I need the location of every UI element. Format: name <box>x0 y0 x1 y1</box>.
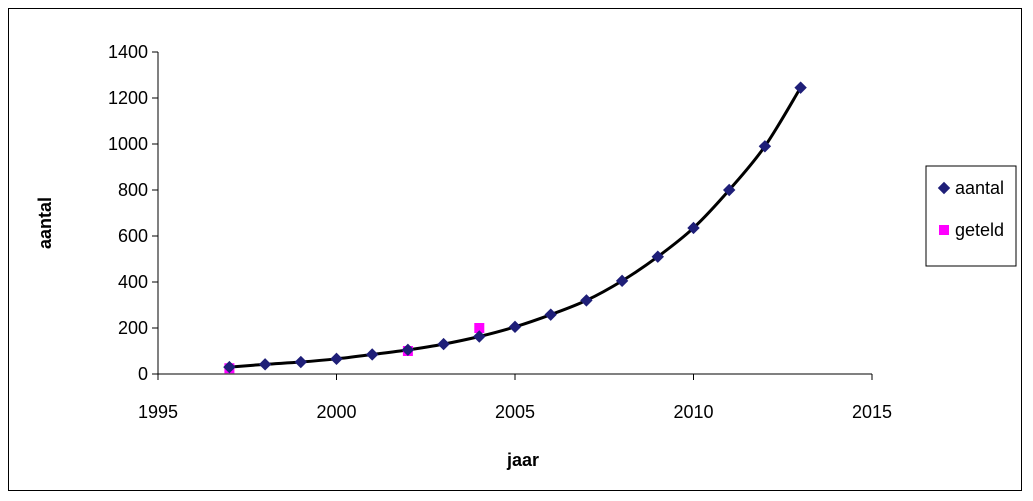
legend-marker-geteld <box>939 225 949 235</box>
plot-area <box>158 52 872 374</box>
legend-label-aantal: aantal <box>955 178 1004 198</box>
data-point-aantal <box>330 352 343 366</box>
x-tick-label: 2010 <box>673 402 713 422</box>
y-tick-label: 400 <box>118 272 148 292</box>
axes <box>152 51 873 380</box>
x-tick-label: 2005 <box>495 402 535 422</box>
legend-items: aantal geteld <box>937 178 1004 240</box>
data-point-aantal <box>794 81 807 94</box>
y-tick-label: 200 <box>118 318 148 338</box>
data-point-aantal <box>508 320 522 334</box>
legend-label-geteld: geteld <box>955 220 1004 240</box>
plot-background <box>158 52 872 374</box>
y-tick-label: 1200 <box>108 88 148 108</box>
data-point-aantal <box>722 183 736 197</box>
data-point-aantal <box>223 360 236 374</box>
data-point-aantal <box>437 337 450 351</box>
y-tick-label: 0 <box>138 364 148 384</box>
data-point-aantal <box>580 294 593 307</box>
y-tick-label: 1000 <box>108 134 148 154</box>
x-tick-label: 1995 <box>138 402 178 422</box>
legend-marker-aantal <box>937 181 951 195</box>
data-point-aantal <box>401 343 415 357</box>
y-tick-label: 600 <box>118 226 148 246</box>
x-tick-label: 2000 <box>316 402 356 422</box>
data-point-aantal <box>758 140 772 153</box>
data-point-aantal <box>294 355 308 369</box>
tick-labels: 0 200 400 600 800 1000 1200 1400 1995 2000 2005 201… <box>108 42 892 422</box>
x-tick-label: 2015 <box>852 402 892 422</box>
data-point-aantal <box>258 358 272 371</box>
data-point-aantal <box>365 348 379 361</box>
data-point-aantal <box>687 221 700 235</box>
y-tick-label: 800 <box>118 180 148 200</box>
x-axis-title: jaar <box>506 450 539 470</box>
y-axis-title: aantal <box>35 197 55 249</box>
y-tick-label: 1400 <box>108 42 148 62</box>
data-point-aantal <box>473 330 486 343</box>
legend: aantal geteld <box>925 165 1017 267</box>
legend-box <box>925 165 1017 267</box>
data-point-aantal <box>544 308 557 321</box>
data-point-aantal <box>615 274 629 288</box>
data-point-aantal <box>651 250 665 263</box>
data-point-geteld <box>474 323 485 333</box>
data-points <box>223 81 807 374</box>
